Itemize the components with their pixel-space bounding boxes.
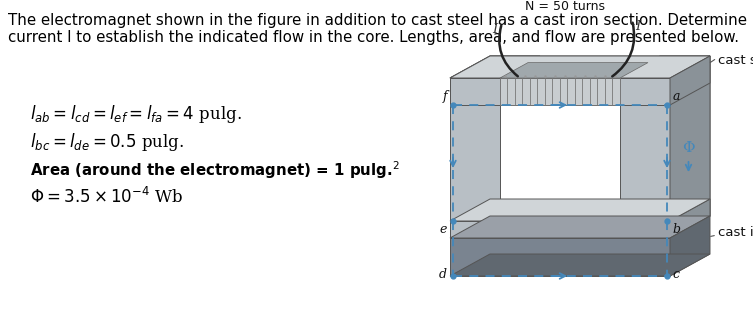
Polygon shape — [670, 56, 710, 238]
Text: $\Phi = 3.5 \times 10^{-4}$ Wb: $\Phi = 3.5 \times 10^{-4}$ Wb — [30, 187, 184, 207]
Polygon shape — [450, 56, 540, 78]
Polygon shape — [500, 63, 648, 78]
Text: cast steel: cast steel — [718, 54, 753, 67]
Text: f: f — [442, 90, 447, 103]
Polygon shape — [450, 78, 500, 238]
Polygon shape — [670, 216, 710, 276]
Text: I: I — [635, 20, 640, 33]
Text: current I to establish the indicated flow in the core. Lengths, area, and flow a: current I to establish the indicated flo… — [8, 30, 739, 45]
Text: The electromagnet shown in the figure in addition to cast steel has a cast iron : The electromagnet shown in the figure in… — [8, 13, 747, 28]
Text: Area (around the electromagnet) = 1 pulg.$^{2}$: Area (around the electromagnet) = 1 pulg… — [30, 159, 400, 181]
Polygon shape — [450, 254, 710, 276]
Polygon shape — [450, 56, 710, 78]
Polygon shape — [450, 216, 710, 238]
Text: N = 50 turns: N = 50 turns — [525, 0, 605, 13]
Text: cast iron: cast iron — [718, 225, 753, 238]
Polygon shape — [620, 56, 710, 78]
Text: I: I — [492, 23, 497, 36]
Polygon shape — [670, 199, 710, 238]
Text: a: a — [673, 90, 681, 103]
Polygon shape — [500, 78, 620, 105]
Polygon shape — [450, 199, 710, 221]
Text: b: b — [672, 223, 680, 236]
Text: Φ: Φ — [682, 141, 695, 155]
Text: c: c — [672, 268, 679, 281]
Text: $l_{bc} = l_{de} = 0.5$ pulg.: $l_{bc} = l_{de} = 0.5$ pulg. — [30, 131, 184, 153]
Text: d: d — [439, 268, 447, 281]
Polygon shape — [450, 56, 710, 78]
Text: e: e — [440, 223, 447, 236]
Polygon shape — [450, 221, 670, 238]
Polygon shape — [670, 56, 710, 238]
Text: $l_{ab} = l_{cd} = l_{ef} = l_{fa} = 4$ pulg.: $l_{ab} = l_{cd} = l_{ef} = l_{fa} = 4$ … — [30, 103, 242, 125]
Polygon shape — [670, 56, 710, 105]
Polygon shape — [450, 238, 670, 276]
Polygon shape — [450, 78, 670, 105]
Polygon shape — [620, 78, 670, 238]
